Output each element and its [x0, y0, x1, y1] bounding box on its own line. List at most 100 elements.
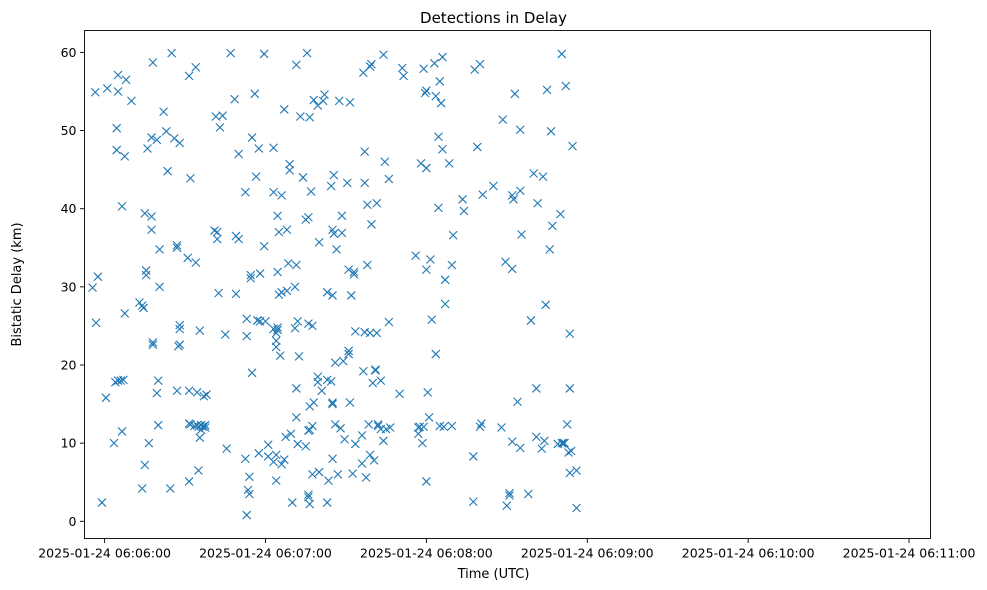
data-point: [306, 187, 316, 196]
data-point: [112, 145, 122, 155]
data-point: [304, 490, 313, 500]
data-point: [112, 123, 122, 133]
plot-frame: [84, 30, 931, 539]
x-axis-ticks: 2025-01-24 06:06:00 2025-01-24 06:07:00 20…: [38, 538, 975, 561]
data-point: [531, 384, 541, 393]
data-point: [344, 346, 354, 356]
data-point: [357, 459, 367, 468]
data-point: [371, 366, 380, 375]
x-tick-label: 2025-01-24 06:10:00: [682, 546, 815, 561]
data-point: [330, 420, 340, 429]
data-point: [259, 49, 269, 59]
data-point: [431, 91, 441, 101]
data-point: [509, 194, 518, 204]
data-point: [566, 446, 576, 456]
data-point: [379, 436, 388, 446]
data-point: [360, 147, 370, 157]
data-point: [350, 439, 360, 449]
data-point: [420, 88, 430, 98]
data-point: [350, 327, 360, 336]
data-point: [431, 349, 441, 359]
data-point: [417, 438, 427, 448]
data-point: [357, 430, 367, 440]
x-tick-label: 2025-01-24 06:07:00: [199, 546, 332, 561]
data-point: [510, 89, 520, 99]
data-point: [515, 125, 525, 135]
data-point: [269, 143, 278, 153]
data-point: [191, 258, 201, 268]
data-point: [273, 325, 282, 335]
data-point: [565, 384, 575, 393]
data-point: [255, 269, 265, 278]
data-point: [538, 172, 548, 182]
data-point: [247, 368, 257, 378]
data-point: [348, 469, 358, 479]
data-point: [472, 142, 482, 152]
data-point: [556, 209, 565, 219]
data-point: [365, 62, 375, 71]
data-point: [113, 87, 123, 96]
data-point: [175, 340, 185, 350]
data-point: [250, 89, 260, 99]
data-point: [562, 420, 572, 429]
data-point: [152, 388, 162, 398]
data-point: [273, 211, 282, 221]
data-point: [513, 397, 522, 407]
data-point: [489, 181, 498, 191]
data-point: [330, 358, 340, 368]
data-point: [363, 200, 372, 210]
data-point: [372, 198, 382, 208]
data-point: [153, 420, 163, 430]
data-point: [423, 387, 433, 397]
data-point: [231, 289, 241, 299]
data-point: [384, 317, 394, 327]
data-point: [155, 282, 164, 292]
data-point: [202, 390, 211, 400]
data-point: [523, 489, 533, 499]
data-point: [542, 85, 552, 95]
data-point: [212, 227, 222, 237]
data-point: [548, 221, 557, 231]
data-point: [293, 439, 303, 449]
data-point: [421, 265, 431, 275]
data-point: [218, 111, 227, 121]
data-point: [198, 422, 207, 432]
data-point: [349, 269, 359, 279]
data-point: [191, 62, 201, 72]
data-point: [242, 510, 252, 520]
y-tick-label: 20: [61, 357, 77, 372]
data-point: [304, 319, 313, 328]
data-point: [439, 422, 449, 432]
data-point: [305, 499, 315, 509]
data-point: [245, 489, 254, 499]
data-point: [438, 144, 447, 154]
data-point: [186, 173, 195, 183]
data-point: [468, 452, 478, 461]
data-point: [434, 203, 443, 213]
data-point: [326, 377, 336, 386]
data-point: [234, 149, 244, 159]
data-point: [247, 133, 257, 142]
data-point: [147, 225, 156, 235]
data-point: [141, 266, 151, 275]
data-point: [210, 226, 219, 235]
data-point: [427, 315, 437, 325]
data-point: [175, 320, 185, 330]
data-points: [88, 48, 581, 520]
data-point: [322, 498, 332, 507]
data-point: [434, 132, 443, 142]
data-point: [328, 399, 337, 409]
data-point: [175, 138, 185, 148]
data-point: [93, 272, 103, 282]
data-point: [304, 212, 313, 222]
data-point: [572, 466, 581, 475]
data-point: [336, 423, 345, 433]
data-point: [329, 170, 339, 180]
data-point: [152, 135, 162, 145]
data-point: [295, 112, 305, 121]
data-point: [308, 321, 317, 331]
data-point: [360, 178, 370, 188]
data-point: [230, 94, 240, 104]
data-point: [304, 492, 313, 502]
data-point: [397, 63, 407, 73]
